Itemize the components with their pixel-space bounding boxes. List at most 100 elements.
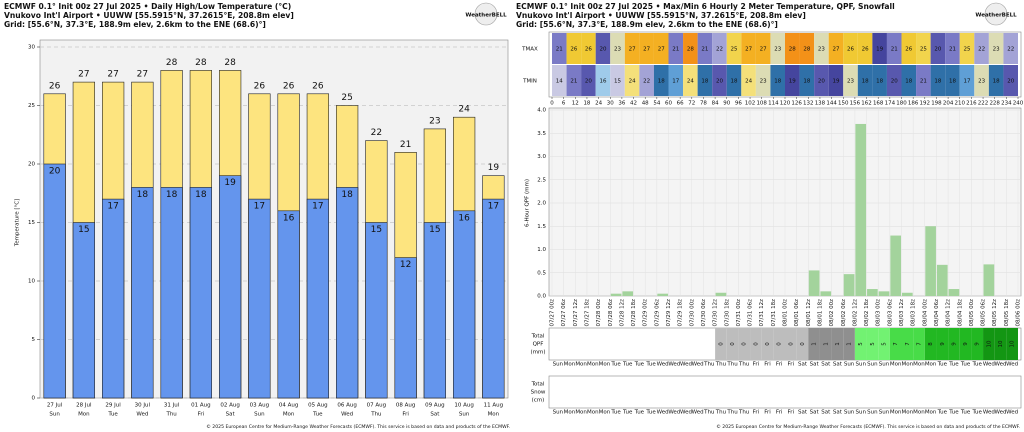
x-tick-weekday: Thu (165, 412, 176, 418)
low-bar (365, 222, 388, 399)
temp-cell (668, 33, 684, 64)
qpf-cell (796, 328, 809, 360)
qpf-bar (902, 292, 913, 296)
day-label: Wed (668, 410, 680, 416)
x-tick-label: 07/30 00z (689, 299, 695, 327)
day-label: Mon (913, 362, 925, 368)
temp-cell (566, 33, 582, 64)
x-tick-label: 198 (931, 101, 942, 107)
day-label: Thu (703, 362, 714, 368)
low-bar (423, 222, 446, 399)
x-tick-label: 168 (873, 101, 884, 107)
value-label: 15 (371, 225, 382, 235)
temp-cell-label: 19 (876, 47, 883, 53)
y-tick-label: 5 (32, 337, 36, 343)
qpf-cell-label: 5 (870, 342, 876, 346)
y-tick-label: 2.5 (537, 177, 546, 183)
x-tick-label: 31 Jul (164, 403, 180, 409)
value-label: 22 (371, 128, 382, 138)
day-label: Sun (867, 410, 878, 416)
temp-cell-label: 27 (658, 47, 665, 53)
temp-cell (726, 65, 742, 96)
qpf-cell-label: 8 (928, 342, 934, 346)
row-label: (cm) (532, 398, 545, 404)
y-tick-label: 30 (28, 45, 35, 51)
qpf-cell-label: 0 (742, 342, 748, 346)
temp-cell-label: 22 (643, 79, 650, 85)
temp-cell-label: 21 (949, 47, 956, 53)
x-tick-label: 07/28 18z (631, 299, 637, 327)
temp-cell-label: 23 (978, 79, 985, 85)
x-tick-label: 08/04 12z (946, 299, 952, 327)
x-tick-label: 11 Aug (484, 403, 504, 409)
temp-cell (799, 33, 815, 64)
qpf-cell (854, 328, 867, 360)
day-label: Thu (738, 410, 749, 416)
y-tick-label: 1.5 (537, 224, 546, 230)
temp-cell-label: 16 (599, 79, 606, 85)
day-label: Wed (983, 410, 995, 416)
temp-cell (610, 33, 625, 64)
x-tick-weekday: Tue (107, 412, 118, 418)
x-tick-label: 07/27 00z (550, 299, 556, 327)
day-label: Mon (913, 410, 925, 416)
temp-cell-label: 22 (978, 47, 985, 53)
temp-cell-label: 22 (1007, 47, 1014, 53)
x-tick-label: 08/03 12z (899, 299, 905, 327)
temp-cell (988, 65, 1004, 96)
temp-cell (639, 65, 654, 96)
day-label: Wed (680, 410, 692, 416)
x-tick-label: 10 Aug (454, 403, 474, 409)
temp-cell-label: 24 (687, 79, 694, 85)
x-tick-label: 138 (815, 101, 826, 107)
qpf-cell (843, 328, 855, 360)
temp-cell-label: 18 (862, 79, 869, 85)
day-label: Tue (634, 362, 645, 368)
temp-cell (741, 33, 756, 64)
x-tick-label: 03 Aug (250, 403, 270, 409)
logo-mark (984, 2, 1008, 26)
x-tick-weekday: Wed (136, 412, 148, 418)
row-label: Total (531, 382, 545, 388)
day-label: Thu (726, 410, 737, 416)
temp-cell (610, 65, 625, 96)
temp-cell-label: 18 (905, 79, 912, 85)
x-tick-label: 12 (572, 101, 579, 107)
temp-cell-label: 18 (774, 79, 781, 85)
day-label: Thu (726, 362, 737, 368)
low-bar (72, 222, 95, 399)
x-tick-label: 30 Jul (135, 403, 151, 409)
day-label: Sun (879, 410, 890, 416)
x-tick-label: 6 (562, 101, 566, 107)
temp-cell (916, 33, 931, 64)
temp-cell-label: 28 (803, 47, 810, 53)
day-label: Sat (833, 410, 843, 416)
y-tick-label: 4.0 (537, 108, 546, 114)
temp-cell (785, 65, 800, 96)
x-tick-label: 08/05 18z (1004, 299, 1010, 327)
value-label: 26 (283, 81, 295, 91)
qpf-cell (971, 328, 984, 360)
x-tick-label: 07/30 06z (701, 299, 707, 327)
x-tick-label: 42 (630, 101, 637, 107)
low-bar (248, 198, 271, 399)
x-tick-label: 07/28 06z (608, 299, 614, 327)
temp-cell (755, 65, 771, 96)
temp-cell (712, 33, 727, 64)
row-label: (mm) (530, 350, 545, 356)
x-tick-label: 08/02 12z (852, 299, 858, 327)
day-label: Fri (764, 410, 771, 416)
day-label: Tue (948, 362, 959, 368)
temp-cell-label: 26 (585, 47, 592, 53)
temp-cell (581, 33, 596, 64)
day-label: Tue (645, 362, 656, 368)
temp-cell (1003, 33, 1018, 64)
header-line: Grid: [55.6°N, 37.3°E, 188.9m elev, 2.6k… (516, 20, 778, 29)
qpf-cell-label: 9 (963, 342, 969, 346)
footer: © 2025 European Centre for Medium-Range … (716, 423, 1020, 430)
temp-cell-label: 21 (556, 47, 563, 53)
temp-cell-label: 28 (687, 47, 694, 53)
x-tick-label: 210 (955, 101, 966, 107)
y-tick-label: 3.5 (537, 131, 546, 137)
qpf-bar (715, 292, 727, 296)
